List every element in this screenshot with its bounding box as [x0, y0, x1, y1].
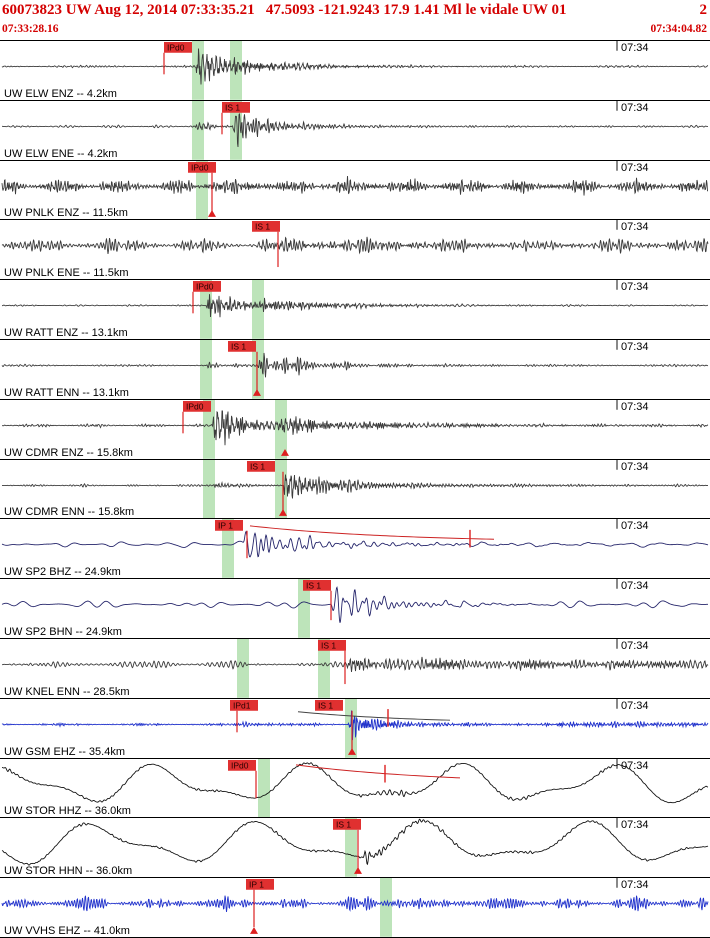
- waveform-ratt-enz[interactable]: IPd0: [0, 280, 710, 339]
- svg-text:IS 1: IS 1: [318, 700, 333, 710]
- svg-text:IS 1: IS 1: [321, 640, 336, 650]
- svg-text:IP 1: IP 1: [218, 521, 233, 531]
- minute-tick-label: 07:34: [621, 520, 649, 533]
- station-label: UW RATT ENZ -- 13.1km: [4, 326, 128, 339]
- svg-text:IPd0: IPd0: [186, 401, 204, 411]
- waveform-cdmr-enn[interactable]: IS 1: [0, 459, 710, 519]
- minute-tick-label: 07:34: [621, 281, 649, 294]
- trace-panel-cdmr-enz[interactable]: IPd0 07:34 UW CDMR ENZ -- 15.8km: [0, 398, 710, 459]
- svg-text:IPd0: IPd0: [196, 282, 214, 292]
- minute-tick-label: 07:34: [621, 759, 649, 772]
- minute-tick-label: 07:34: [621, 699, 649, 712]
- minute-tick-label: 07:34: [621, 879, 649, 892]
- svg-text:IPd0: IPd0: [167, 42, 185, 52]
- station-label: UW KNEL ENN -- 28.5km: [4, 685, 130, 698]
- waveform-sp2-bhz[interactable]: IP 1: [0, 519, 710, 579]
- svg-text:IS 1: IS 1: [255, 222, 270, 232]
- waveform-stor-hhz[interactable]: IPd0: [0, 758, 710, 818]
- station-label: UW SP2 BHN -- 24.9km: [4, 625, 122, 638]
- trace-panel-knel-enn[interactable]: IS 1 07:34 UW KNEL ENN -- 28.5km: [0, 637, 710, 698]
- waveform-pnlk-enz[interactable]: IPd0: [0, 160, 710, 220]
- minute-tick-label: 07:34: [621, 221, 649, 234]
- trace-panel-pnlk-ene[interactable]: IS 1 07:34 UW PNLK ENE -- 11.5km: [0, 219, 710, 279]
- waveform-sp2-bhn[interactable]: IS 1: [0, 579, 710, 638]
- waveform-ratt-enn[interactable]: IS 1: [0, 339, 710, 399]
- trace-panel-stor-hhz[interactable]: IPd0 07:34 UW STOR HHZ -- 36.0km: [0, 757, 710, 818]
- trace-panel-ratt-enz[interactable]: IPd0 07:34 UW RATT ENZ -- 13.1km: [0, 279, 710, 339]
- minute-tick-label: 07:34: [621, 101, 649, 114]
- station-label: UW CDMR ENZ -- 15.8km: [4, 446, 133, 459]
- minute-tick-label: 07:34: [621, 340, 649, 353]
- page-indicator: 2: [699, 2, 708, 18]
- minute-tick-label: 07:34: [621, 400, 649, 413]
- trace-panel-sp2-bhn[interactable]: IS 1 07:34 UW SP2 BHN -- 24.9km: [0, 578, 710, 638]
- waveform-cdmr-enz[interactable]: IPd0: [0, 399, 710, 459]
- waveform-stor-hhn[interactable]: IS 1: [0, 818, 710, 878]
- waveform-knel-enn[interactable]: IS 1: [0, 638, 710, 698]
- station-label: UW VVHS EHZ -- 41.0km: [4, 924, 130, 937]
- minute-tick-label: 07:34: [621, 42, 649, 54]
- trace-panel-pnlk-enz[interactable]: IPd0 07:34 UW PNLK ENZ -- 11.5km: [0, 159, 710, 220]
- waveform-vvhs-ehz[interactable]: IP 1: [0, 878, 710, 937]
- station-label: UW SP2 BHZ -- 24.9km: [4, 566, 121, 579]
- event-header: 60073823 UW Aug 12, 2014 07:33:35.21 47.…: [0, 0, 710, 40]
- minute-tick-label: 07:34: [621, 161, 649, 174]
- svg-text:IPd0: IPd0: [231, 760, 249, 770]
- event-summary: 60073823 UW Aug 12, 2014 07:33:35.21 47.…: [2, 2, 567, 18]
- station-label: UW ELW ENE -- 4.2km: [4, 147, 118, 160]
- trace-panel-ratt-enn[interactable]: IS 1 07:34 UW RATT ENN -- 13.1km: [0, 338, 710, 399]
- window-start-time: 07:33:28.16: [2, 23, 59, 35]
- minute-tick-label: 07:34: [621, 639, 649, 652]
- trace-panel-gsm-ehz[interactable]: IPd1 IS 1 07:34 UW GSM EHZ -- 35.4km: [0, 697, 710, 758]
- minute-tick-label: 07:34: [621, 819, 649, 832]
- station-label: UW PNLK ENE -- 11.5km: [4, 267, 129, 280]
- svg-text:IS 1: IS 1: [306, 581, 321, 591]
- svg-text:IS 1: IS 1: [231, 341, 246, 351]
- station-label: UW GSM EHZ -- 35.4km: [4, 745, 126, 758]
- trace-panel-stor-hhn[interactable]: IS 1 07:34 UW STOR HHN -- 36.0km: [0, 817, 710, 878]
- minute-tick-label: 07:34: [621, 460, 649, 473]
- trace-panel-sp2-bhz[interactable]: IP 1 07:34 UW SP2 BHZ -- 24.9km: [0, 518, 710, 579]
- trace-panel-cdmr-enn[interactable]: IS 1 07:34 UW CDMR ENN -- 15.8km: [0, 458, 710, 519]
- waveform-elw-enz[interactable]: IPd0: [0, 41, 710, 100]
- svg-text:IS 1: IS 1: [336, 820, 351, 830]
- waveform-gsm-ehz[interactable]: IPd1 IS 1: [0, 698, 710, 758]
- station-label: UW STOR HHZ -- 36.0km: [4, 805, 131, 818]
- svg-text:IS 1: IS 1: [225, 102, 240, 112]
- svg-text:IPd0: IPd0: [191, 162, 209, 172]
- svg-text:IP 1: IP 1: [249, 880, 264, 890]
- trace-panel-vvhs-ehz[interactable]: IP 1 07:34 UW VVHS EHZ -- 41.0km: [0, 877, 710, 937]
- station-label: UW ELW ENZ -- 4.2km: [4, 87, 117, 100]
- minute-tick-label: 07:34: [621, 580, 649, 593]
- waveform-pnlk-ene[interactable]: IS 1: [0, 220, 710, 279]
- station-label: UW RATT ENN -- 13.1km: [4, 386, 129, 399]
- svg-text:IS 1: IS 1: [250, 461, 265, 471]
- station-label: UW STOR HHN -- 36.0km: [4, 865, 133, 878]
- station-label: UW PNLK ENZ -- 11.5km: [4, 207, 128, 220]
- waveform-elw-ene[interactable]: IS 1: [0, 100, 710, 160]
- station-label: UW CDMR ENN -- 15.8km: [4, 506, 135, 519]
- window-end-time: 07:34:04.82: [650, 23, 707, 35]
- trace-panel-elw-enz[interactable]: IPd0 07:34 UW ELW ENZ -- 4.2km: [0, 40, 710, 100]
- svg-text:IPd1: IPd1: [233, 700, 251, 710]
- trace-panel-elw-ene[interactable]: IS 1 07:34 UW ELW ENE -- 4.2km: [0, 99, 710, 160]
